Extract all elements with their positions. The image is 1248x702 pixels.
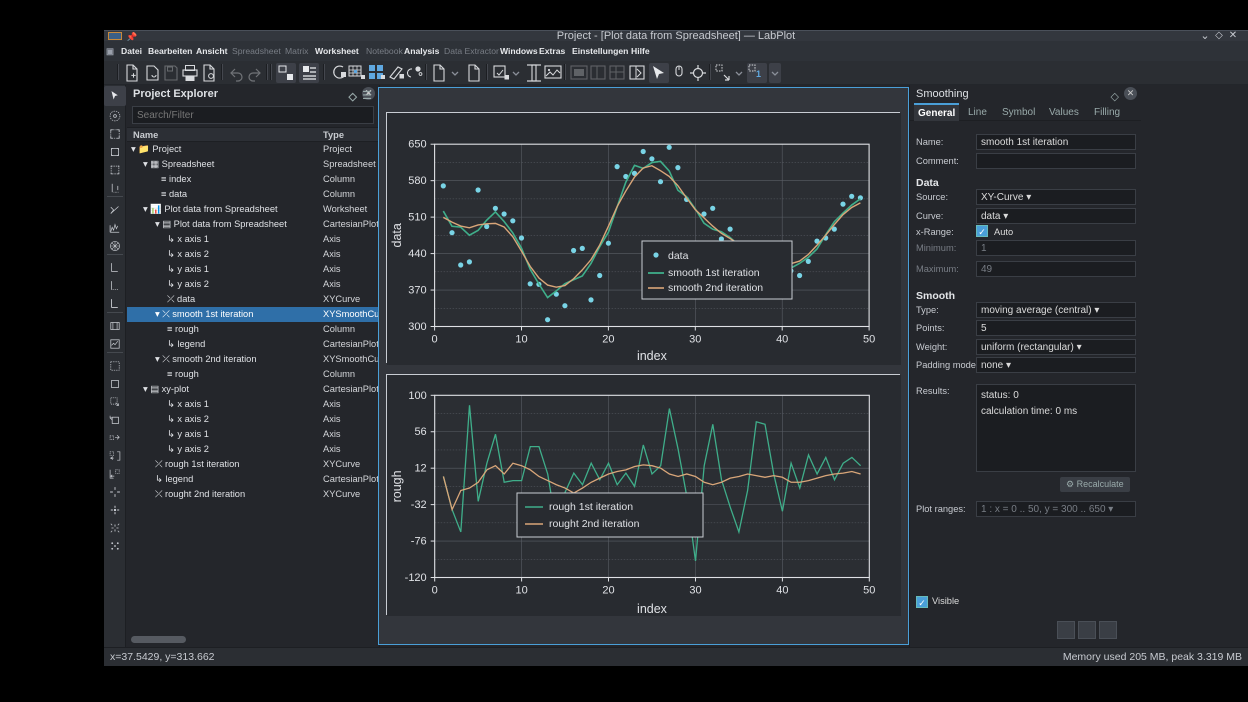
svg-text:100: 100 [408, 390, 426, 402]
svg-text:rough 1st iteration: rough 1st iteration [549, 501, 633, 513]
svg-text:10: 10 [515, 585, 527, 597]
svg-text:0: 0 [432, 334, 438, 346]
svg-text:smooth 1st iteration: smooth 1st iteration [668, 267, 760, 279]
svg-text:30: 30 [689, 334, 701, 346]
svg-text:20: 20 [602, 585, 614, 597]
svg-text:370: 370 [408, 285, 426, 297]
svg-text:-32: -32 [411, 499, 427, 511]
svg-text:30: 30 [689, 585, 701, 597]
svg-text:data: data [668, 250, 689, 262]
svg-text:40: 40 [776, 585, 788, 597]
svg-text:-76: -76 [411, 536, 427, 548]
svg-text:56: 56 [414, 426, 426, 438]
svg-text:index: index [637, 349, 668, 363]
svg-text:12: 12 [414, 463, 426, 475]
svg-text:650: 650 [408, 139, 426, 151]
svg-text:510: 510 [408, 212, 426, 224]
svg-text:40: 40 [776, 334, 788, 346]
svg-text:580: 580 [408, 175, 426, 187]
svg-text:index: index [637, 602, 668, 616]
svg-text:50: 50 [863, 334, 875, 346]
svg-text:1: 1 [756, 69, 761, 79]
svg-text:rough: rough [390, 470, 404, 502]
svg-text:rought 2nd iteration: rought 2nd iteration [549, 518, 640, 530]
svg-text:data: data [390, 223, 404, 247]
svg-text:-120: -120 [405, 572, 427, 584]
svg-text:smooth 2nd iteration: smooth 2nd iteration [668, 282, 763, 294]
svg-text:10: 10 [515, 334, 527, 346]
svg-text:0: 0 [432, 585, 438, 597]
svg-text:300: 300 [408, 321, 426, 333]
svg-text:20: 20 [602, 334, 614, 346]
svg-text:50: 50 [863, 585, 875, 597]
svg-text:440: 440 [408, 248, 426, 260]
